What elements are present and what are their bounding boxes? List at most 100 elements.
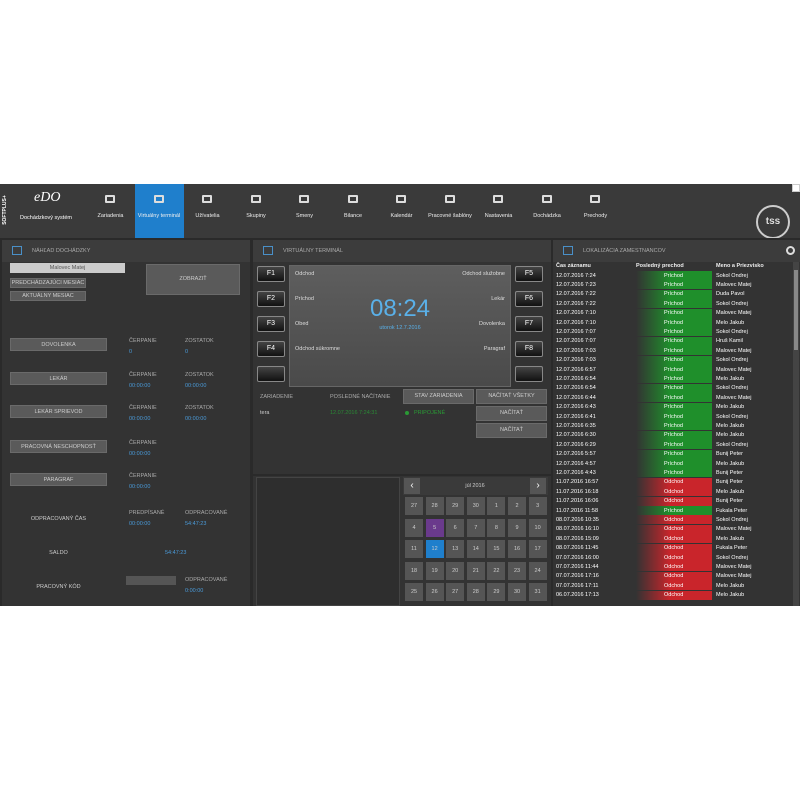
cal-day[interactable]: 27: [446, 583, 465, 601]
nav-icon: [153, 195, 164, 203]
cal-day[interactable]: 26: [425, 583, 444, 601]
nav-item[interactable]: Zariadenia: [86, 184, 135, 238]
cal-day[interactable]: 15: [487, 540, 506, 558]
f-key[interactable]: F6: [515, 291, 543, 307]
cal-day[interactable]: 20: [446, 561, 465, 580]
cal-day[interactable]: 29: [487, 583, 506, 601]
row-name: Bunij Peter: [716, 469, 743, 476]
f-key[interactable]: F1: [257, 266, 285, 282]
f-key[interactable]: F4: [257, 341, 285, 357]
load-button[interactable]: NAČÍTAŤ: [476, 406, 547, 421]
row-button[interactable]: DOVOLENKA: [10, 338, 107, 351]
load-all[interactable]: NAČÍTAŤ VŠETKY: [476, 389, 547, 404]
state-button[interactable]: STAV ZARIADENIA: [403, 389, 474, 404]
row-button[interactable]: LEKÁR SPRIEVOD: [10, 405, 107, 418]
show-button[interactable]: ZOBRAZIŤ: [146, 264, 240, 295]
status-cell: [636, 271, 712, 280]
row-button[interactable]: PARAGRAF: [10, 473, 107, 486]
cal-day[interactable]: 12: [425, 540, 444, 558]
scrollbar: [793, 262, 799, 606]
col-header: Meno a Priezvisko: [716, 263, 764, 269]
cal-day[interactable]: 16: [508, 540, 526, 558]
this-month[interactable]: AKTUÁLNY MESIAC: [10, 291, 86, 301]
cal-day[interactable]: 10: [528, 518, 547, 537]
nav-item[interactable]: Prechody: [571, 184, 620, 238]
status-cell: [636, 543, 712, 553]
cal-day[interactable]: 24: [528, 561, 547, 580]
cal-day[interactable]: 14: [466, 540, 485, 558]
cal-day[interactable]: 7: [466, 518, 485, 537]
cal-day[interactable]: 13: [446, 540, 465, 558]
cal-next[interactable]: ›: [530, 478, 546, 494]
row-time: 12.07.2016 7:22: [556, 300, 596, 307]
f-key[interactable]: [515, 366, 543, 382]
attendance-panel-icon: [12, 246, 22, 255]
nav-label: Bilance: [343, 213, 363, 219]
nav-item[interactable]: Kalendár: [377, 184, 426, 238]
nav-icon: [493, 195, 503, 203]
f-key[interactable]: F2: [257, 291, 285, 307]
cal-day[interactable]: 9: [508, 518, 526, 537]
cal-day[interactable]: 18: [405, 561, 423, 580]
f-key[interactable]: [257, 366, 285, 382]
cal-prev[interactable]: ‹: [404, 478, 420, 494]
f-key[interactable]: F5: [515, 266, 543, 282]
cal-day[interactable]: 17: [528, 540, 547, 558]
cal-day[interactable]: 1: [487, 497, 506, 515]
nav-item[interactable]: Pracovné šablóny: [426, 184, 475, 238]
row-name: Sokol Ondrej: [716, 272, 748, 279]
row-time: 12.07.2016 7:23: [556, 281, 596, 288]
cal-day[interactable]: 28: [425, 497, 444, 515]
localization-panel-header: [553, 240, 800, 262]
cal-day[interactable]: 28: [466, 583, 485, 601]
cal-day[interactable]: 5: [425, 518, 444, 537]
row-time: 12.07.2016 6:30: [556, 432, 596, 439]
cal-day[interactable]: 3: [528, 497, 547, 515]
f-key[interactable]: F7: [515, 316, 543, 332]
row-button[interactable]: PRACOVNÁ NESCHOPNOSŤ: [10, 440, 107, 453]
cal-day[interactable]: 8: [487, 518, 506, 537]
cal-day[interactable]: 30: [508, 583, 526, 601]
row-status: Príchod: [664, 375, 683, 382]
cal-day[interactable]: 2: [508, 497, 526, 515]
row-status: Príchod: [664, 413, 683, 420]
cal-day[interactable]: 23: [508, 561, 526, 580]
status-cell: [636, 318, 712, 327]
f-key[interactable]: F3: [257, 316, 285, 332]
row-status: Odchod: [664, 592, 684, 599]
row-status: Príchod: [664, 394, 683, 401]
f-key[interactable]: F8: [515, 341, 543, 357]
key-action: Lekár: [491, 296, 505, 302]
cal-day[interactable]: 21: [466, 561, 485, 580]
cal-day[interactable]: 27: [405, 497, 423, 515]
cal-day[interactable]: 19: [425, 561, 444, 580]
terminal-panel-title: VIRTUÁLNY TERMINÁL: [283, 248, 343, 254]
nav-item[interactable]: Smeny: [280, 184, 329, 238]
cal-day[interactable]: 31: [528, 583, 547, 601]
cal-day[interactable]: 25: [405, 583, 423, 601]
load-button[interactable]: NAČÍTAŤ: [476, 423, 547, 438]
col-value: 0: [129, 349, 133, 355]
nav-item[interactable]: Užívatelia: [183, 184, 232, 238]
nav-item[interactable]: Virtuálny terminál: [134, 184, 184, 238]
prev-month[interactable]: PREDCHÁDZAJÚCI MESIAC: [10, 278, 86, 288]
nav-item[interactable]: Nastavenia: [474, 184, 523, 238]
status-cell: [636, 562, 712, 572]
cal-day[interactable]: 4: [405, 518, 423, 537]
nav-label: Nastavenia: [484, 213, 513, 219]
row-button[interactable]: LEKÁR: [10, 372, 107, 385]
row-name: Sokol Ondrej: [716, 441, 748, 448]
nav-item[interactable]: Dochádzka: [523, 184, 572, 238]
cal-day[interactable]: 11: [405, 540, 423, 558]
nav-item[interactable]: Skupiny: [232, 184, 281, 238]
code-select[interactable]: [126, 576, 176, 585]
col-value: 00:00:00: [129, 521, 151, 527]
cal-day[interactable]: 22: [487, 561, 506, 580]
employee-select[interactable]: Malovec Matej: [10, 263, 125, 273]
col-head: ČERPANIE: [129, 440, 157, 446]
cal-day[interactable]: 30: [466, 497, 485, 515]
nav-item[interactable]: Bilance: [329, 184, 378, 238]
cal-day[interactable]: 6: [446, 518, 465, 537]
status-cell: [636, 581, 712, 591]
cal-day[interactable]: 29: [446, 497, 465, 515]
